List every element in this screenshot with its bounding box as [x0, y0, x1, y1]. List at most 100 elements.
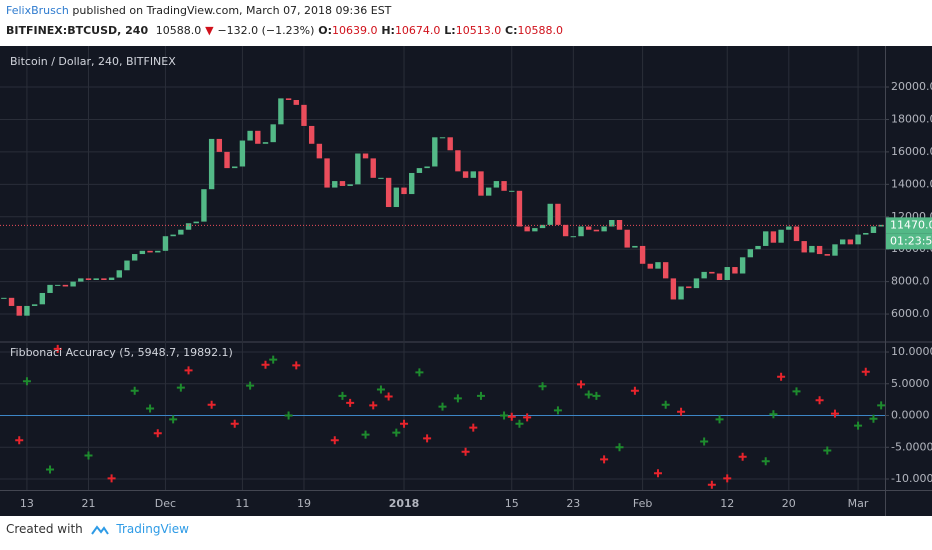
candle — [570, 236, 577, 238]
cross-marker — [176, 383, 185, 392]
candle — [655, 262, 661, 269]
cross-marker — [338, 391, 347, 400]
candle — [93, 278, 99, 280]
candle — [31, 304, 38, 306]
x-tick-label: 23 — [566, 497, 580, 510]
candle — [70, 281, 76, 287]
brand[interactable]: TradingView — [116, 522, 189, 536]
candle — [693, 278, 700, 289]
candle — [447, 137, 453, 151]
candle — [393, 187, 400, 208]
candle — [847, 239, 854, 245]
cross-marker — [653, 469, 662, 478]
cross-marker — [854, 421, 863, 430]
candle — [185, 223, 192, 230]
open-label: O: — [318, 24, 332, 37]
candle — [293, 100, 299, 105]
cross-marker — [792, 387, 801, 396]
candle — [262, 142, 269, 144]
x-tick-label: 2018 — [389, 497, 420, 510]
cross-marker — [553, 406, 562, 415]
symbol: BITFINEX:BTCUSD, 240 — [6, 24, 149, 37]
candle — [409, 172, 415, 195]
candle — [516, 190, 523, 227]
background — [0, 46, 932, 516]
cross-marker — [438, 402, 447, 411]
candle — [878, 224, 884, 227]
candle — [616, 220, 623, 230]
chart: 13 21 Dec 11 19 2018 15 23 Feb 12 20 Mar 6000.0 8000.… — [0, 46, 932, 516]
cross-marker — [153, 429, 162, 438]
candle — [8, 297, 15, 306]
created-with: Created with — [6, 522, 83, 536]
arrow: ▼ — [205, 24, 214, 37]
y-tick-label: 14000.0 — [891, 177, 932, 190]
candle — [863, 232, 869, 235]
cross-marker — [630, 386, 639, 395]
candle — [270, 124, 276, 143]
candle — [208, 138, 215, 190]
cross-marker — [184, 366, 193, 375]
cross-marker — [461, 447, 470, 456]
x-tick-label: 15 — [505, 497, 519, 510]
y-tick-label: 20000.0 — [891, 80, 932, 93]
cross-marker — [400, 419, 409, 428]
candle — [578, 226, 584, 237]
cross-marker — [815, 396, 824, 405]
candle — [509, 190, 515, 192]
candle — [601, 226, 607, 232]
x-tick-label: 12 — [720, 497, 734, 510]
cross-marker — [769, 410, 778, 419]
candle — [370, 158, 376, 178]
candle — [55, 284, 61, 286]
candle — [62, 284, 69, 287]
candle — [355, 153, 361, 185]
candle — [832, 244, 838, 256]
cross-marker — [584, 390, 593, 399]
candle — [739, 257, 746, 274]
candle — [162, 236, 169, 251]
candle — [378, 177, 384, 179]
candle — [85, 278, 92, 280]
candle — [824, 254, 830, 256]
cross-marker — [423, 434, 432, 443]
cross-marker — [453, 394, 462, 403]
low-label: L: — [444, 24, 456, 37]
candle — [485, 187, 492, 196]
candle — [416, 168, 423, 173]
candle — [770, 231, 777, 243]
high: 10674.0 — [394, 24, 441, 37]
last: 10588.0 — [155, 24, 202, 37]
cross-marker — [830, 409, 839, 418]
candle — [455, 150, 461, 172]
x-tick-label: 13 — [20, 497, 34, 510]
cross-marker — [369, 401, 378, 410]
candle — [855, 234, 861, 245]
cross-marker — [700, 437, 709, 446]
candle — [247, 130, 253, 141]
candle — [193, 221, 199, 224]
logo — [90, 524, 109, 535]
cross-marker — [761, 457, 770, 466]
candle — [24, 305, 30, 316]
candle — [362, 153, 369, 159]
cross-marker — [615, 443, 624, 452]
candle — [747, 249, 754, 258]
cross-marker — [230, 419, 239, 428]
candle — [870, 226, 877, 233]
cross-marker — [869, 414, 878, 423]
x-tick-label: 11 — [235, 497, 249, 510]
candle — [809, 245, 815, 253]
cross-marker — [600, 455, 609, 464]
candle — [763, 231, 769, 246]
countdown-box — [886, 233, 932, 250]
candle — [586, 226, 592, 230]
candle — [178, 229, 184, 235]
cross-marker — [500, 411, 509, 420]
author[interactable]: FelixBrusch — [6, 4, 69, 17]
candle — [562, 224, 569, 237]
candle — [839, 239, 846, 245]
x-tick-label: Mar — [848, 497, 869, 510]
candle — [339, 181, 346, 186]
